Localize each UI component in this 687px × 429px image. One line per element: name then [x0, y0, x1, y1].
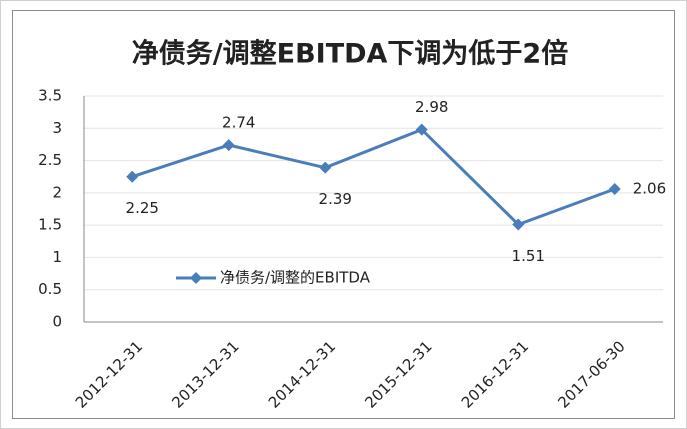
data-point — [415, 123, 428, 136]
y-tick-label: 0 — [52, 313, 62, 331]
data-point — [608, 182, 621, 195]
data-label: 2.74 — [222, 114, 255, 132]
series-line — [131, 127, 616, 227]
y-tick-label: 2.5 — [38, 151, 62, 169]
y-tick-label: 1.5 — [38, 216, 62, 234]
y-tick-label: 3.5 — [38, 87, 62, 105]
data-label: 2.39 — [319, 190, 352, 208]
data-point — [512, 218, 525, 231]
y-tick-label: 1 — [52, 248, 62, 266]
legend-label: 净债务/调整的EBITDA — [220, 269, 371, 287]
chart-title: 净债务/调整EBITDA下调为低于2倍 — [132, 38, 568, 70]
legend-marker — [190, 272, 202, 284]
chart-frame — [12, 10, 675, 419]
y-tick-label: 0.5 — [38, 280, 62, 298]
data-label: 2.06 — [633, 179, 666, 197]
data-point — [222, 139, 235, 152]
data-label: 1.51 — [512, 247, 545, 265]
data-label: 2.25 — [126, 199, 159, 217]
data-point — [126, 170, 139, 183]
data-label: 2.98 — [415, 98, 448, 116]
y-tick-label: 3 — [52, 119, 62, 137]
y-tick-label: 2 — [52, 183, 62, 201]
data-point — [319, 161, 332, 174]
